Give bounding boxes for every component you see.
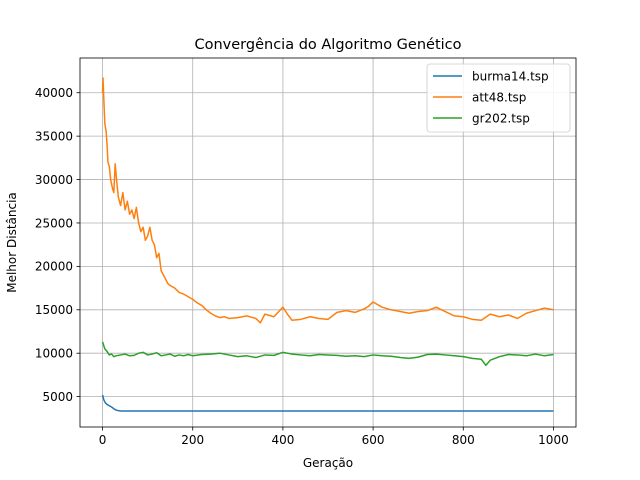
plot-frame: [79, 57, 577, 428]
x-tick-label: 800: [452, 433, 475, 447]
legend: burma14.tsp att48.tsp gr202.tsp: [426, 63, 571, 133]
y-tick-label: 5000: [42, 390, 73, 404]
x-tick-label: 400: [271, 433, 294, 447]
series-line-att48-tsp: [101, 77, 554, 324]
y-tick-label: 35000: [35, 129, 73, 143]
legend-label-att48-tsp: att48.tsp: [472, 90, 526, 104]
x-axis-title: Geração: [303, 456, 353, 470]
y-tick-label: 10000: [35, 347, 73, 361]
x-tick-label: 600: [362, 433, 385, 447]
y-tick-label: 15000: [35, 303, 73, 317]
series-line-burma14-tsp: [101, 394, 554, 412]
x-tick-label: 200: [181, 433, 204, 447]
x-tick-label: 1000: [538, 433, 569, 447]
y-axis-title: Melhor Distância: [5, 192, 19, 293]
y-tick-label: 40000: [35, 86, 73, 100]
series-lines: [101, 77, 554, 412]
legend-label-gr202-tsp: gr202.tsp: [472, 111, 530, 125]
x-tick-label: 0: [99, 433, 107, 447]
legend-label-burma14-tsp: burma14.tsp: [472, 69, 549, 83]
grid-lines: [80, 58, 576, 427]
y-tick-label: 30000: [35, 173, 73, 187]
y-tick-label: 20000: [35, 260, 73, 274]
y-tick-label: 25000: [35, 216, 73, 230]
series-line-gr202-tsp: [101, 341, 554, 367]
legend-box: [426, 63, 571, 133]
axis-ticks: 0 200 400 600 800 1000 5000 10000 15000 20000 2500…: [35, 86, 569, 447]
chart-title: Convergência do Algoritmo Genético: [194, 37, 461, 53]
